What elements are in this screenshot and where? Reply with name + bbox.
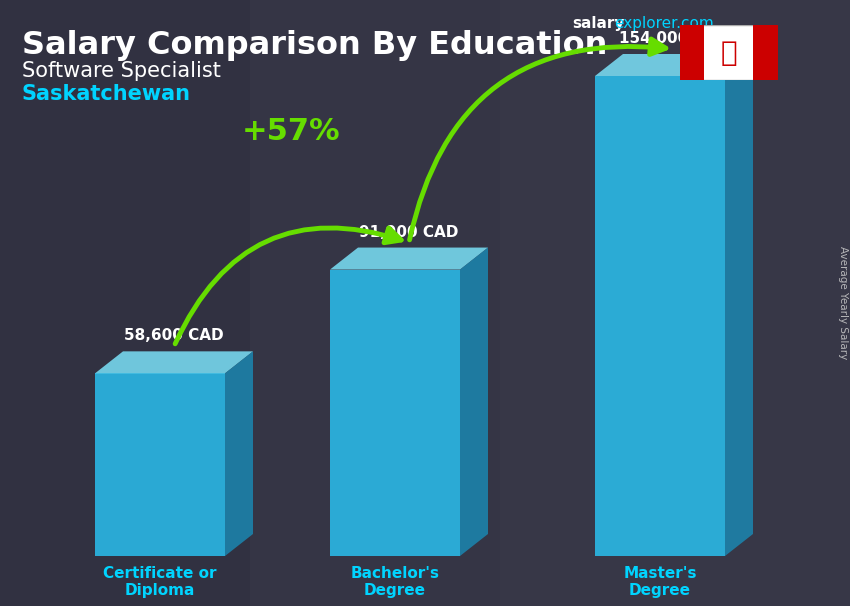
Bar — [680, 25, 705, 80]
Bar — [500, 0, 850, 606]
Text: salary: salary — [572, 16, 625, 31]
Text: +57%: +57% — [242, 117, 341, 146]
Text: 154,000 CAD: 154,000 CAD — [619, 31, 729, 46]
Bar — [0, 0, 250, 606]
Polygon shape — [330, 248, 488, 270]
Polygon shape — [225, 351, 253, 556]
Text: 58,600 CAD: 58,600 CAD — [124, 328, 224, 344]
Bar — [753, 25, 778, 80]
Polygon shape — [330, 270, 460, 556]
Polygon shape — [460, 248, 488, 556]
Text: Bachelor's
Degree: Bachelor's Degree — [350, 565, 439, 598]
Polygon shape — [95, 351, 253, 373]
Text: Master's
Degree: Master's Degree — [623, 565, 697, 598]
Polygon shape — [95, 373, 225, 556]
Text: Certificate or
Diploma: Certificate or Diploma — [103, 565, 217, 598]
Text: explorer.com: explorer.com — [614, 16, 714, 31]
Polygon shape — [595, 76, 725, 556]
Text: Salary Comparison By Education: Salary Comparison By Education — [22, 30, 608, 61]
Text: Software Specialist: Software Specialist — [22, 61, 221, 81]
Text: 91,900 CAD: 91,900 CAD — [360, 225, 459, 239]
Text: Saskatchewan: Saskatchewan — [22, 84, 191, 104]
Text: Average Yearly Salary: Average Yearly Salary — [838, 247, 848, 359]
Text: 🍁: 🍁 — [721, 39, 737, 67]
Polygon shape — [725, 54, 753, 556]
Polygon shape — [595, 54, 753, 76]
